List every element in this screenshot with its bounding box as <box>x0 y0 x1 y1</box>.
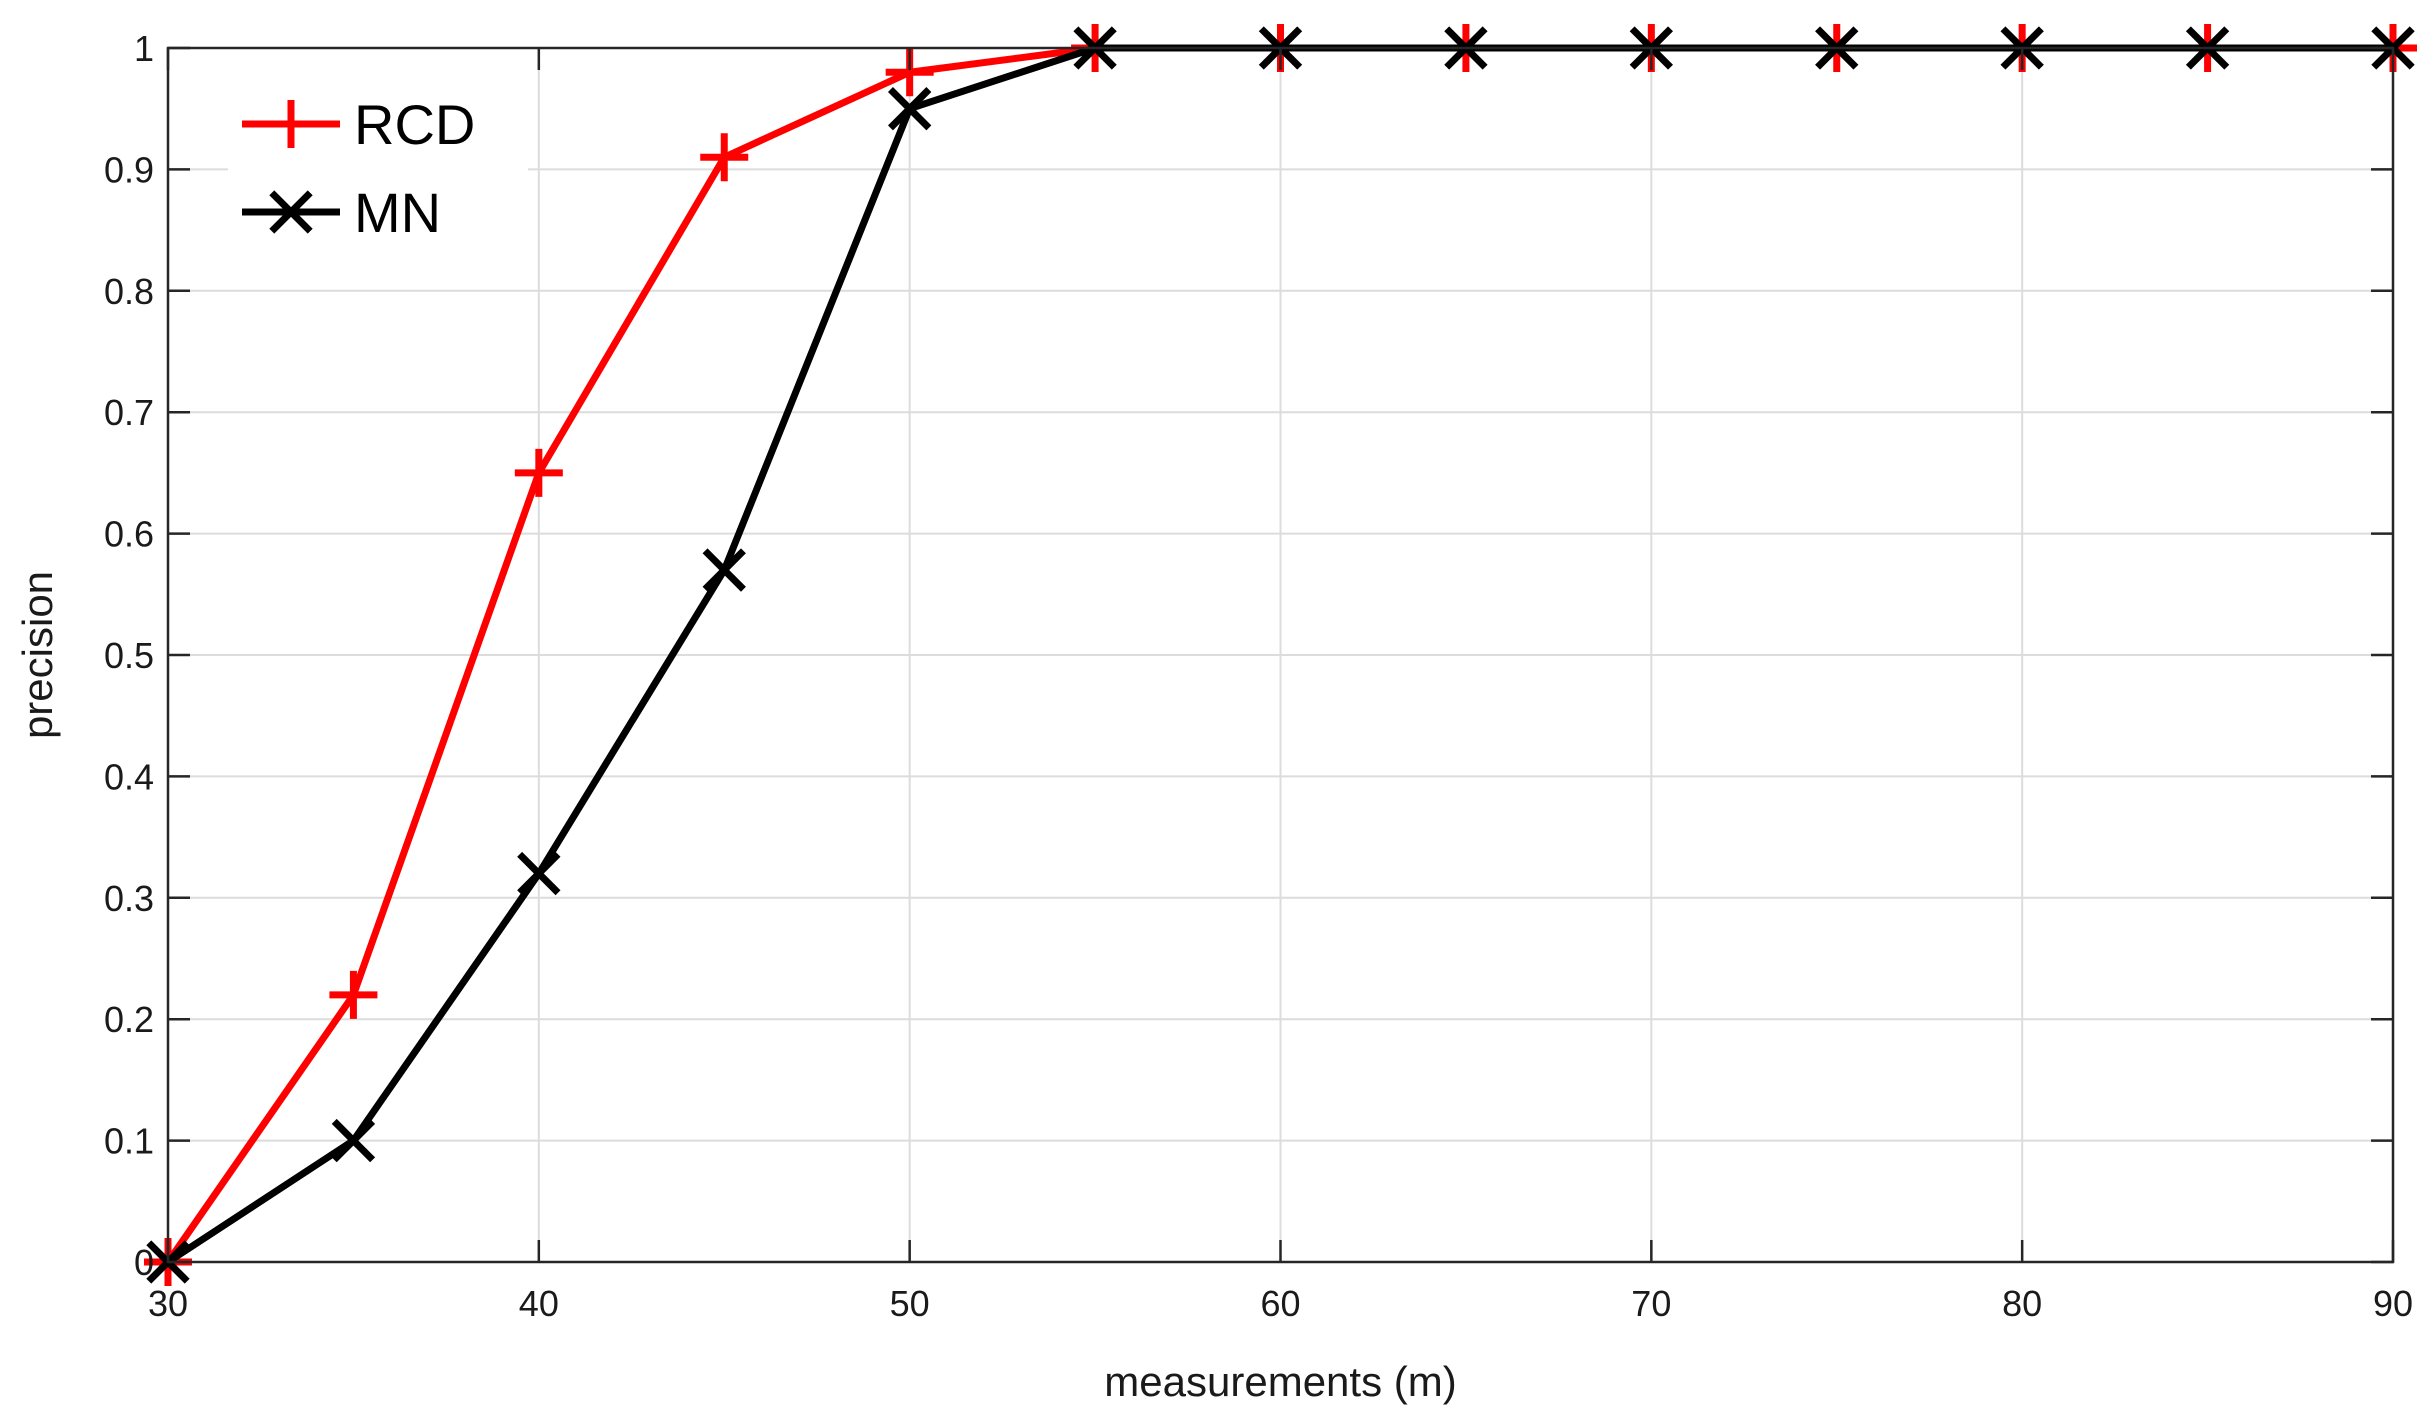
point-mn <box>887 87 932 131</box>
y-tick-label: 0.4 <box>104 756 154 797</box>
tick-labels: 30 40 50 60 70 80 90 0 0.1 0.2 0.3 0.4 0.5 0.6 0.7 0.8 0… <box>104 28 2413 1324</box>
legend-marker-mn <box>269 190 313 234</box>
y-tick-label: 0.2 <box>104 999 154 1040</box>
y-tick-label: 0.3 <box>104 878 154 919</box>
x-tick-label: 90 <box>2373 1283 2413 1324</box>
x-tick-label: 70 <box>1631 1283 1671 1324</box>
y-tick-label: 0.7 <box>104 392 154 433</box>
y-tick-label: 0.8 <box>104 271 154 312</box>
point-rcd <box>514 448 563 497</box>
axis-ticks <box>166 46 2395 1264</box>
y-tick-label: 0 <box>134 1242 154 1283</box>
legend-label-mn: MN <box>354 181 441 244</box>
point-mn <box>517 851 561 896</box>
y-tick-label: 0.9 <box>104 149 154 190</box>
y-tick-label: 0.6 <box>104 514 154 555</box>
legend: RCD MN <box>228 70 528 260</box>
point-rcd <box>700 133 749 182</box>
x-tick-label: 50 <box>890 1283 930 1324</box>
point-mn <box>702 548 746 592</box>
y-tick-label: 0.1 <box>104 1121 154 1162</box>
x-tick-label: 40 <box>519 1283 559 1324</box>
legend-label-rcd: RCD <box>354 93 475 156</box>
y-tick-label: 0.5 <box>104 635 154 676</box>
legend-marker-rcd <box>267 100 315 148</box>
x-axis-label: measurements (m) <box>1104 1358 1456 1405</box>
x-tick-label: 30 <box>148 1283 188 1324</box>
y-axis-label: precision <box>14 571 61 739</box>
x-tick-label: 80 <box>2002 1283 2042 1324</box>
x-tick-label: 60 <box>1260 1283 1300 1324</box>
point-mn <box>331 1118 376 1163</box>
y-tick-label: 1 <box>134 28 154 69</box>
point-rcd <box>329 970 378 1019</box>
